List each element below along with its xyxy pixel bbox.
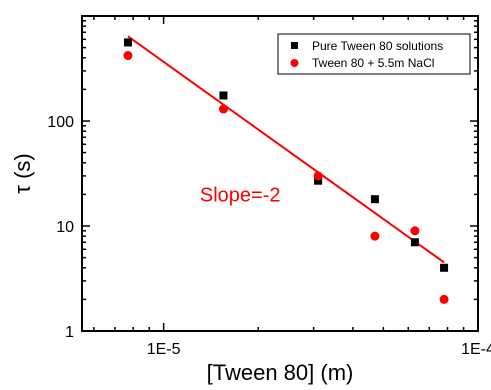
data-point-pure-tween — [410, 238, 419, 247]
y-tick-label: 10 — [56, 219, 74, 236]
data-point-tween-nacl — [370, 231, 380, 241]
data-point-tween-nacl — [123, 51, 133, 61]
data-point-pure-tween — [370, 195, 379, 204]
data-point-tween-nacl — [410, 226, 420, 236]
data-point-pure-tween — [440, 263, 449, 272]
data-point-pure-tween — [123, 38, 132, 47]
y-tick-label: 1 — [65, 324, 74, 341]
y-tick-label: 100 — [47, 114, 74, 131]
legend-label-series-2: Tween 80 + 5.5m NaCl — [312, 56, 434, 70]
data-point-tween-nacl — [218, 104, 228, 114]
data-point-pure-tween — [219, 91, 228, 100]
legend-marker-square — [291, 42, 298, 49]
x-tick-label: 1E-5 — [147, 341, 181, 358]
plot-frame — [81, 15, 479, 332]
legend-marker-circle — [290, 59, 299, 67]
slope-annotation: Slope=-2 — [200, 184, 281, 206]
legend-box — [277, 33, 471, 75]
plot-marks — [123, 35, 449, 304]
axis-ticks: 1 10 100 1E-5 1E-4 — [47, 15, 491, 358]
data-point-tween-nacl — [313, 171, 323, 181]
x-axis-label: [Tween 80] (m) — [207, 360, 354, 385]
data-point-pure-tween — [314, 176, 323, 185]
fit-line — [127, 35, 445, 264]
data-point-tween-nacl — [439, 294, 449, 304]
y-axis-label: τ (s) — [10, 153, 35, 193]
x-tick-label: 1E-4 — [461, 341, 491, 358]
legend: Pure Tween 80 solutions Tween 80 + 5.5m … — [277, 33, 471, 75]
legend-label-series-1: Pure Tween 80 solutions — [312, 39, 443, 53]
